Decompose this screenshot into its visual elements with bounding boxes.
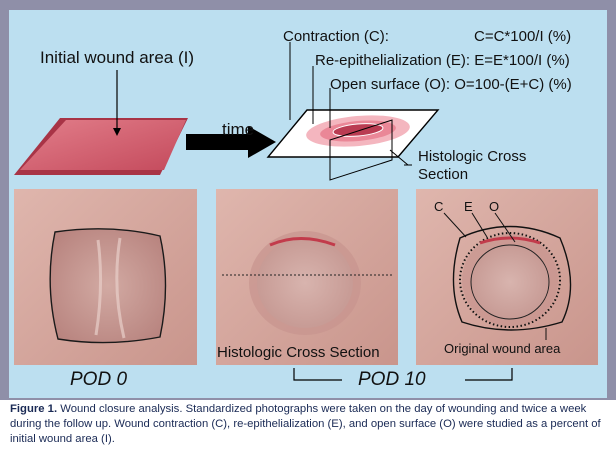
initial-wound-slab — [20, 120, 186, 170]
pod10-wound — [257, 238, 353, 328]
initial-wound-label: Initial wound area (I) — [40, 48, 195, 67]
e-label: E — [464, 199, 473, 214]
histologic-label-line2: Section — [418, 166, 469, 183]
histologic-cross-section-label: Histologic Cross Section — [217, 344, 380, 361]
arrowhead — [113, 128, 121, 136]
pod0-wound — [49, 228, 167, 344]
open-surface-outline — [470, 244, 550, 320]
contraction-formula: C=C*100/I (%) — [474, 28, 572, 45]
histologic-label-line1: Histologic Cross — [418, 148, 527, 165]
o-pointer — [494, 212, 516, 243]
pod0-label: POD 0 — [70, 369, 128, 390]
original-wound-label: Original wound area — [444, 341, 561, 356]
o-label: O — [489, 199, 500, 214]
cross-section-plane — [329, 119, 393, 181]
time-label: time — [222, 120, 255, 139]
e-pointer — [471, 212, 488, 238]
reepithelialization-label: Re-epithelialization (E): E=E*100/I (%) — [315, 52, 570, 69]
contraction-label: Contraction (C): — [283, 28, 389, 45]
contraction-outline — [459, 232, 561, 328]
c-label: C — [434, 199, 444, 214]
figure-number: Figure 1. — [10, 403, 58, 415]
time-arrow — [186, 126, 276, 158]
original-wound-outline — [452, 225, 572, 331]
caption-text: Wound closure analysis. Standardized pho… — [10, 403, 601, 445]
open-surface-label: Open surface (O): O=100-(E+C) (%) — [330, 76, 572, 93]
pod10-label: POD 10 — [358, 369, 426, 390]
histo-pointer — [389, 149, 409, 166]
c-pointer — [443, 212, 467, 238]
figure-caption: Figure 1. Wound closure analysis. Standa… — [10, 402, 608, 447]
pod10-bracket — [293, 368, 513, 381]
